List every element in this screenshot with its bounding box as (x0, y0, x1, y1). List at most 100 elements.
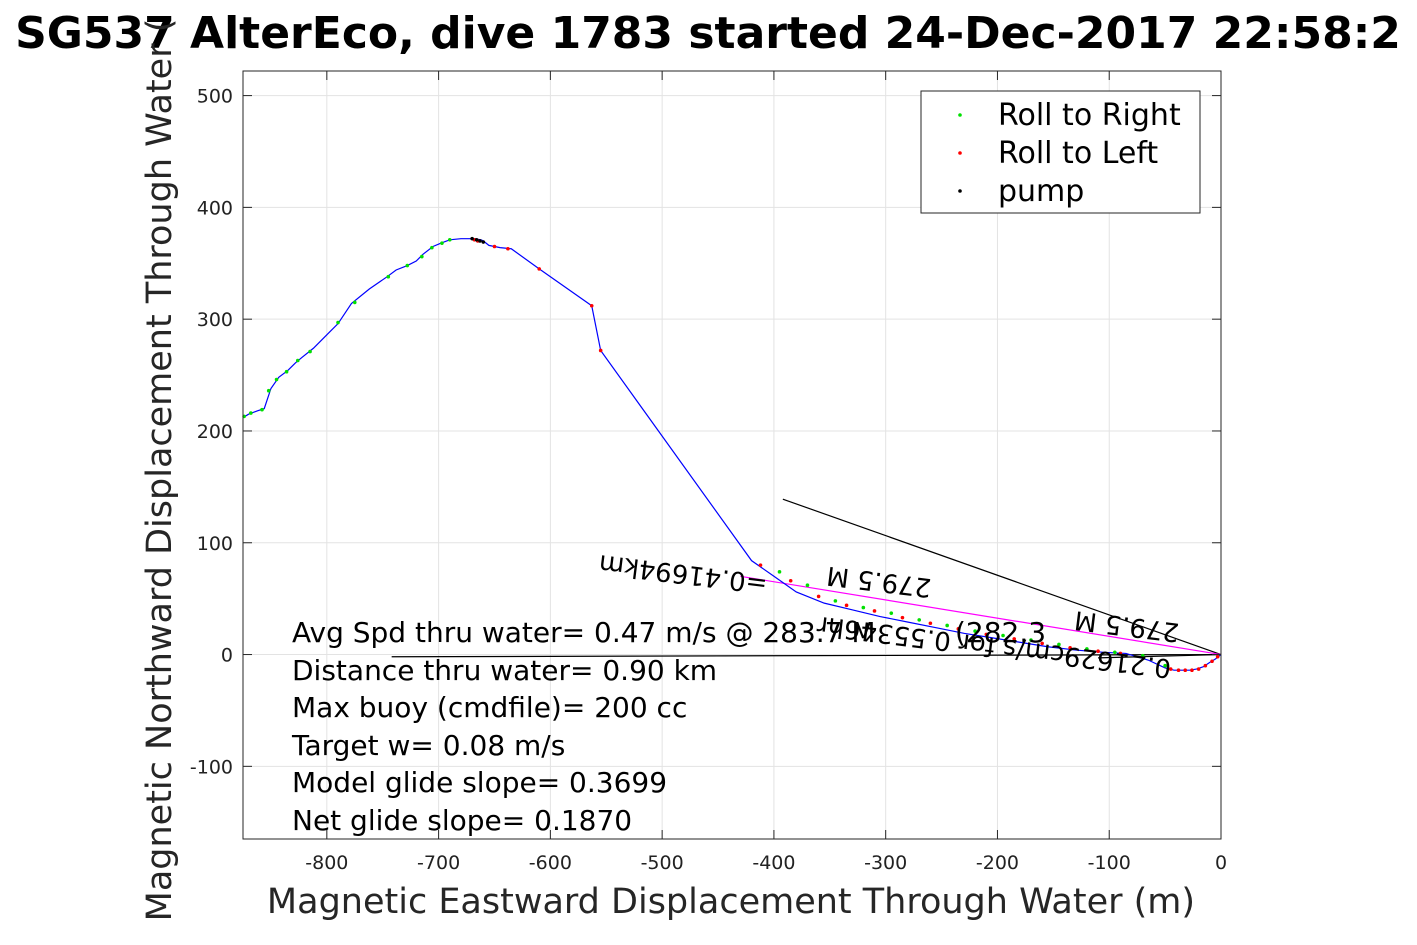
roll-left-point (956, 627, 961, 631)
roll-right-point (249, 411, 253, 415)
legend-label-pump: pump (998, 174, 1084, 209)
roll-right-point (1057, 642, 1061, 647)
roll-left-point (844, 603, 849, 608)
y-tick-label: 300 (197, 309, 233, 331)
roll-right-point (945, 623, 949, 628)
roll-left-point (1012, 637, 1017, 641)
roll-left-point (1196, 667, 1201, 671)
roll-left-point (1176, 668, 1181, 672)
roll-left-point (506, 246, 510, 251)
y-tick-label: -100 (190, 756, 233, 778)
overlay-line (391, 653, 1222, 658)
roll-right-point (447, 238, 452, 242)
roll-right-point (284, 369, 289, 374)
x-tick-label: -600 (529, 852, 572, 874)
roll-right-point (973, 629, 977, 633)
annotation-heading-paren: (282.3 (955, 616, 1046, 649)
pump-point (474, 238, 479, 242)
y-tick-label: 400 (197, 197, 233, 219)
plot-frame (242, 70, 1222, 840)
overlay-line (1098, 653, 1222, 659)
annotation-model-glide: Model glide slope= 0.3699 (292, 766, 667, 799)
roll-right-point (386, 274, 391, 279)
x-tick-label: 0 (1215, 852, 1227, 874)
annotation-net-glide: Net glide slope= 0.1870 (292, 804, 632, 837)
overlay-lines (391, 498, 1222, 659)
pump-point (481, 240, 486, 244)
roll-right-point (889, 611, 894, 615)
roll-left-point (788, 578, 793, 583)
y-tick-label: 200 (197, 421, 233, 443)
roll-left-point (589, 303, 594, 308)
x-tick-label: -700 (417, 852, 460, 874)
roll-right-point (430, 245, 434, 250)
y-tick-label: 0 (221, 645, 233, 667)
roll-left-point (1068, 646, 1072, 650)
annotation-avg-speed: Avg Spd thru water= 0.47 m/s @ 283.7 M (292, 616, 876, 649)
roll-left-point (492, 244, 497, 249)
track (242, 238, 1222, 671)
roll-right-point (1001, 633, 1005, 638)
legend-marker-pump (958, 189, 962, 193)
chart-title: SG537 AlterEco, dive 1783 started 24-Dec… (15, 8, 1401, 59)
y-tick-label: 500 (197, 86, 233, 108)
roll-left-point (900, 615, 905, 620)
y-tick-label: 100 (197, 533, 233, 555)
roll-right-point (336, 320, 340, 325)
roll-left-point (598, 348, 603, 353)
roll-left-point (984, 632, 989, 637)
roll-right-point (1085, 647, 1089, 651)
x-tick-label: -200 (976, 852, 1019, 874)
annotation-target-w: Target w= 0.08 m/s (291, 729, 565, 762)
overlay-line (740, 575, 1222, 656)
track-line (242, 238, 1222, 671)
roll-left-point (1040, 641, 1044, 646)
roll-right-point (1029, 638, 1033, 642)
roll-right-point (1140, 653, 1145, 658)
roll-left-point (537, 267, 541, 271)
overlay-line (782, 498, 1222, 656)
legend: Roll to Right Roll to Left pump (920, 90, 1201, 214)
roll-right-point (295, 358, 300, 363)
roll-right-point (352, 300, 357, 305)
roll-left-point (928, 621, 933, 626)
x-tick-label: -300 (864, 852, 907, 874)
legend-label-roll-right: Roll to Right (998, 98, 1181, 133)
annotation-distance: Distance thru water= 0.90 km (292, 654, 717, 687)
roll-right-point (1113, 650, 1117, 655)
annotation-max-buoy: Max buoy (cmdfile)= 200 cc (292, 691, 687, 724)
markers (242, 236, 1220, 672)
roll-right-point (260, 407, 264, 412)
roll-left-point (1210, 659, 1214, 664)
roll-left-point (1096, 649, 1100, 653)
axis-ticks: -800 -700 -600 -500 -400 -300 -200 -100 0 -100 0 10… (190, 71, 1227, 874)
roll-right-point (805, 583, 810, 588)
legend-label-roll-left: Roll to Left (998, 136, 1158, 171)
roll-right-point (405, 263, 410, 268)
pump-point (478, 239, 482, 243)
roll-left-point (872, 609, 877, 613)
x-tick-label: -400 (752, 852, 795, 874)
legend-marker-roll-left (958, 151, 962, 155)
roll-right-point (274, 377, 279, 382)
pump-point (470, 236, 474, 241)
y-axis-label: Magnetic Northward Displacement Through … (140, 19, 180, 922)
x-axis-label: Magnetic Eastward Displacement Through W… (267, 882, 1195, 922)
roll-right-point (917, 618, 922, 622)
legend-marker-roll-right (958, 113, 962, 117)
x-tick-label: -500 (641, 852, 684, 874)
roll-left-point (1183, 668, 1188, 672)
roll-right-point (440, 241, 444, 245)
roll-left-point (1215, 654, 1220, 659)
x-tick-label: -100 (1088, 852, 1131, 874)
roll-left-point (1190, 668, 1194, 672)
roll-right-point (266, 388, 271, 393)
roll-left-point (1168, 667, 1173, 671)
x-tick-label: -800 (305, 852, 348, 874)
roll-left-point (1118, 651, 1123, 656)
roll-left-point (1203, 663, 1208, 668)
roll-right-point (420, 254, 424, 259)
roll-left-point (758, 563, 763, 567)
roll-right-point (833, 599, 838, 603)
